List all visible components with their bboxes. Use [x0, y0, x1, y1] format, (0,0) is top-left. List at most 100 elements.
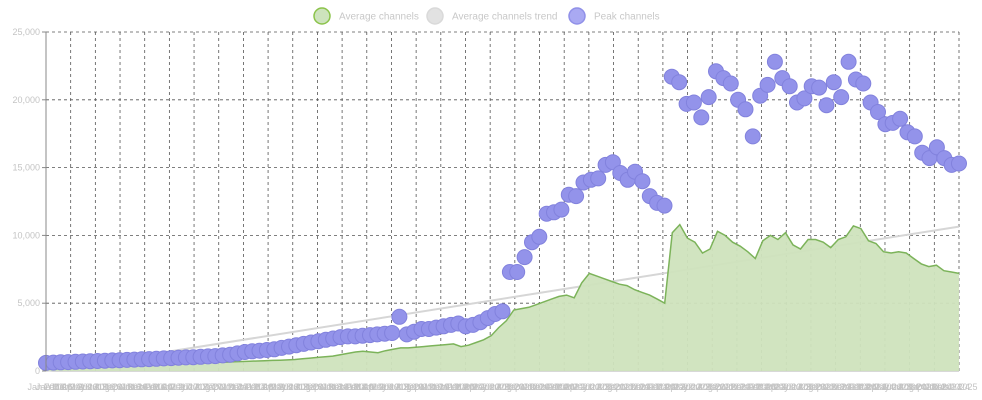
x-tick-label: Dec 2017	[228, 382, 267, 392]
x-tick-label: Dec 2016	[127, 382, 166, 392]
peak-point	[590, 170, 607, 187]
x-tick-label: Feb 2022	[647, 382, 685, 392]
y-tick-label: 10,000	[12, 230, 40, 240]
peak-point	[818, 97, 835, 114]
x-tick-label: Jul 2019	[389, 382, 423, 392]
x-tick-label: Jul 2022	[691, 382, 725, 392]
x-tick-label: Jul 2017	[188, 382, 222, 392]
x-tick-label: Jan 2022	[639, 382, 676, 392]
x-tick-label: Jul 2023	[791, 382, 825, 392]
x-tick-label: Nov 2022	[722, 382, 761, 392]
x-tick-label: Nov 2016	[119, 382, 158, 392]
x-tick-label: Jun 2016	[78, 382, 115, 392]
legend: Average channels Average channels trend Pe…	[313, 7, 660, 25]
y-tick-label: 15,000	[12, 163, 40, 173]
x-tick-label: Feb 2017	[144, 382, 182, 392]
x-tick-label: May 2022	[671, 382, 711, 392]
x-tick-label: Jul 2024	[892, 382, 926, 392]
x-tick-label: Oct 2024	[916, 382, 953, 392]
x-tick-label: Mar 2021	[555, 382, 593, 392]
legend-item: Peak channels	[568, 7, 660, 25]
legend-label: Average channels trend	[452, 12, 557, 23]
peak-point	[531, 228, 548, 245]
x-tick-label: Feb 2018	[245, 382, 283, 392]
x-tick-label: Apr 2020	[463, 382, 500, 392]
x-tick-label: Sep 2018	[303, 382, 342, 392]
peak-point	[722, 75, 739, 92]
x-tick-label: Apr 2022	[664, 382, 701, 392]
x-tick-label: Jan 2024	[840, 382, 877, 392]
average-area-fill	[46, 224, 959, 371]
x-tick-label: Aug 2020	[496, 382, 535, 392]
peak-point	[892, 110, 909, 127]
legend-swatch	[568, 7, 586, 25]
x-tick-label: Sep 2017	[203, 382, 242, 392]
x-tick-label: Jan 2025	[940, 382, 977, 392]
x-tick-label: Nov 2024	[923, 382, 962, 392]
y-tick-label: 0	[35, 366, 40, 376]
peak-point	[870, 104, 886, 120]
x-tick-label: Sep 2023	[806, 382, 845, 392]
x-tick-label: May 2016	[68, 382, 108, 392]
x-tick-label: Oct 2020	[514, 382, 551, 392]
peak-point	[840, 53, 857, 70]
peak-point	[516, 249, 533, 266]
x-tick-label: May 2021	[571, 382, 611, 392]
peak-point	[766, 53, 783, 70]
x-tick-label: Jul 2016	[88, 382, 122, 392]
x-tick-label: Jun 2024	[882, 382, 919, 392]
peak-point	[568, 188, 585, 205]
y-tick-label: 20,000	[12, 95, 40, 105]
x-tick-label: Aug 2024	[898, 382, 937, 392]
legend-swatch	[426, 7, 444, 25]
x-tick-label: Oct 2019	[413, 382, 450, 392]
x-tick-label: Apr 2017	[162, 382, 199, 392]
x-tick-label: Mar 2024	[856, 382, 894, 392]
x-tick-label: Oct 2018	[313, 382, 350, 392]
x-tick-label: Nov 2018	[320, 382, 359, 392]
x-tick-label: Jun 2017	[178, 382, 215, 392]
x-tick-label: Sep 2016	[102, 382, 141, 392]
x-tick-label: May 2017	[169, 382, 209, 392]
x-tick-label: Sep 2021	[605, 382, 644, 392]
x-tick-label: Oct 2017	[212, 382, 249, 392]
x-tick-label: Jun 2020	[480, 382, 517, 392]
x-tick-label: Jun 2023	[781, 382, 818, 392]
x-tick-label: Jul 2021	[590, 382, 624, 392]
peak-point	[737, 101, 754, 118]
x-tick-label: May 2020	[470, 382, 510, 392]
x-tick-label: Jan 2018	[237, 382, 274, 392]
peak-point	[781, 78, 798, 95]
x-tick-label: Aug 2019	[395, 382, 434, 392]
peak-point	[671, 74, 688, 91]
peak-point	[906, 128, 923, 145]
x-tick-label: Mar 2019	[354, 382, 392, 392]
x-tick-label: Nov 2020	[521, 382, 560, 392]
x-tick-label: Dec 2022	[730, 382, 769, 392]
peak-point	[494, 303, 511, 320]
legend-swatch	[313, 7, 331, 25]
x-tick-label: Dec 2024	[931, 382, 970, 392]
x-tick-label: Jun 2018	[279, 382, 316, 392]
x-tick-label: Mar 2017	[153, 382, 191, 392]
x-tick-label: Aug 2022	[697, 382, 736, 392]
x-tick-label: Mar 2020	[454, 382, 492, 392]
x-tick-label: Oct 2023	[815, 382, 852, 392]
peak-point	[759, 76, 776, 93]
x-tick-label: Apr 2023	[765, 382, 802, 392]
x-tick-label: Feb 2024	[848, 382, 886, 392]
x-tick-label: Sep 2019	[404, 382, 443, 392]
x-tick-label: May 2018	[269, 382, 309, 392]
x-tick-label: Apr 2018	[262, 382, 299, 392]
x-tick-label: Nov 2017	[219, 382, 258, 392]
x-tick-label: Feb 2020	[446, 382, 484, 392]
x-tick-label: May 2024	[872, 382, 912, 392]
peak-point	[553, 201, 570, 218]
x-tick-label: Aug 2021	[596, 382, 635, 392]
x-tick-label: Mar 2016	[52, 382, 90, 392]
x-tick-label: Sep 2020	[504, 382, 543, 392]
x-tick-label: Aug 2018	[295, 382, 334, 392]
y-tick-label: 25,000	[12, 27, 40, 37]
